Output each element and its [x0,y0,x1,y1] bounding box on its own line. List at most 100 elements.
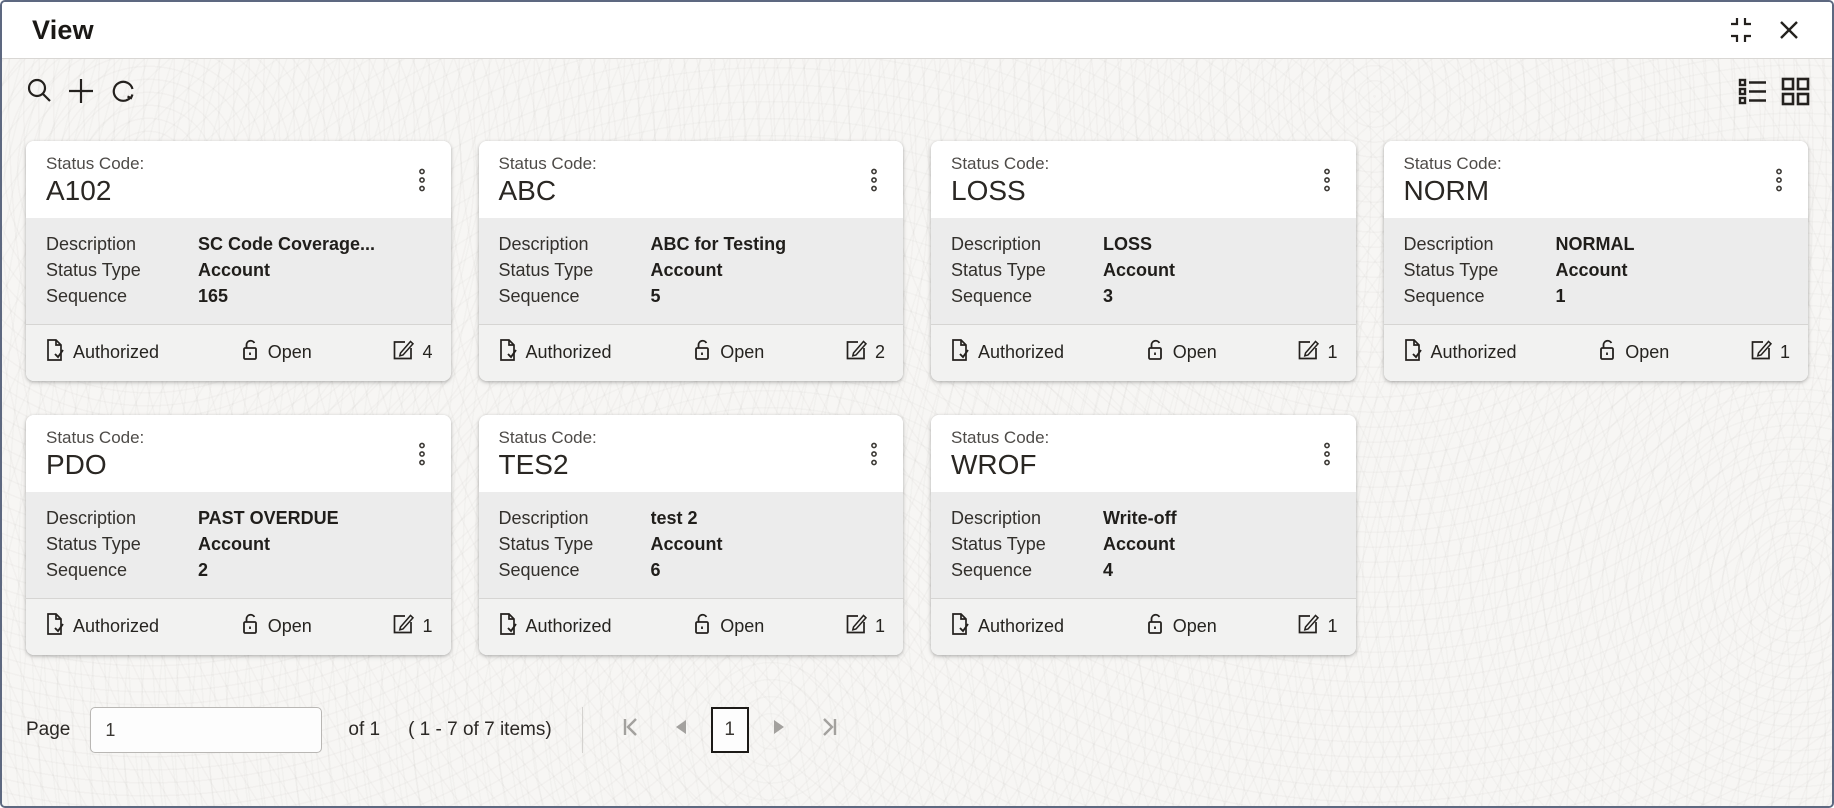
description-label: Description [1403,233,1494,254]
status-card[interactable]: Status Code: WROF [931,415,1356,656]
edit-count-value: 1 [1779,342,1790,363]
page-title: View [32,14,94,45]
status-code-value: PDO [46,449,107,481]
search-button[interactable] [18,72,60,114]
open-lock-icon [1144,612,1166,641]
sequence-label: Sequence [951,560,1033,581]
edit-icon [391,338,415,367]
card-footer: Authorized Open [26,324,451,382]
add-button[interactable] [60,72,102,114]
status-code-value: TES2 [498,449,569,481]
record-status: Open [159,612,391,641]
authorization-status: Authorized [949,612,1064,641]
edit-icon [1749,338,1773,367]
status-type-value: Account [650,534,723,555]
authorized-doc-icon [949,338,971,367]
pager-controls: 1 [581,707,849,753]
authorization-status-text: Authorized [525,342,612,363]
description-label: Description [951,507,1042,528]
edit-count: 1 [1296,338,1338,367]
status-type-value: Account [650,259,723,280]
card-menu-button[interactable] [859,165,889,199]
card-menu-button[interactable] [407,165,437,199]
authorization-status-text: Authorized [978,342,1065,363]
sequence-label: Sequence [1403,286,1485,307]
close-button[interactable] [1772,13,1806,47]
sequence-value: 2 [198,560,209,581]
current-page-button[interactable]: 1 [710,707,749,753]
record-status-text: Open [267,616,312,637]
edit-count: 4 [391,338,433,367]
edit-count: 2 [844,338,885,367]
card-menu-button[interactable] [1312,439,1342,473]
card-menu-button[interactable] [859,439,889,473]
kebab-icon [418,168,426,197]
pagination-bar: Page of 1 ( 1 - 7 of 7 items) [2,696,1832,806]
kebab-icon [870,168,878,197]
card-menu-button[interactable] [407,439,437,473]
list-view-button[interactable] [1732,72,1774,114]
page-input[interactable] [90,707,323,753]
tile-view-button[interactable] [1774,72,1816,114]
status-card[interactable]: Status Code: ABC [478,141,903,382]
first-page-button[interactable] [611,708,651,752]
description-value: SC Code Coverage... [198,233,376,254]
refresh-icon [108,76,138,111]
edit-count-value: 4 [422,342,433,363]
sequence-value: 5 [650,286,661,307]
status-card[interactable]: Status Code: PDO [26,415,451,656]
authorization-status: Authorized [44,612,159,641]
status-card[interactable]: Status Code: NORM [1383,141,1808,382]
search-icon [24,76,54,111]
description-value: test 2 [650,507,698,528]
status-code-value: LOSS [951,175,1026,207]
card-grid: Status Code: A102 [2,127,1832,656]
authorized-doc-icon [44,338,66,367]
status-type-label: Status Type [46,259,141,280]
status-type-label: Status Type [46,534,141,555]
edit-icon [844,612,868,641]
collapse-button[interactable] [1724,13,1758,47]
authorization-status-text: Authorized [525,616,612,637]
card-body: Description Write-off Status Type Accoun… [931,491,1356,599]
card-header: Status Code: WROF [931,415,1356,492]
next-page-button[interactable] [759,708,799,752]
sequence-label: Sequence [498,286,580,307]
status-card[interactable]: Status Code: LOSS [931,141,1356,382]
description-label: Description [46,233,137,254]
edit-count: 1 [1749,338,1790,367]
close-icon [1777,18,1801,42]
previous-page-button[interactable] [661,708,701,752]
page-label: Page [26,719,71,740]
card-header: Status Code: TES2 [478,415,903,492]
edit-count: 1 [844,612,885,641]
card-body: Description ABC for Testing Status Type … [478,217,903,325]
record-status: Open [1517,338,1749,367]
kebab-icon [1323,168,1331,197]
status-type-label: Status Type [1403,259,1499,280]
status-code-label: Status Code: [498,428,597,448]
refresh-button[interactable] [102,72,144,114]
authorization-status-text: Authorized [1430,342,1517,363]
open-lock-icon [691,338,713,367]
last-page-button[interactable] [809,708,849,752]
description-label: Description [498,507,589,528]
record-status-text: Open [1172,342,1217,363]
first-page-icon [620,716,642,744]
card-body: Description test 2 Status Type Account S… [478,491,903,599]
status-type-value: Account [1555,259,1628,280]
open-lock-icon [1144,338,1166,367]
card-header: Status Code: ABC [478,141,903,218]
description-label: Description [951,233,1042,254]
status-card[interactable]: Status Code: A102 [26,141,451,382]
status-code-label: Status Code: [498,154,597,173]
status-code-label: Status Code: [951,428,1050,448]
card-menu-button[interactable] [1764,165,1794,199]
record-status: Open [1064,612,1296,641]
edit-count: 1 [1296,612,1338,641]
open-lock-icon [239,612,261,641]
card-header: Status Code: PDO [26,415,451,492]
card-menu-button[interactable] [1312,165,1342,199]
status-card[interactable]: Status Code: TES2 [478,415,903,656]
